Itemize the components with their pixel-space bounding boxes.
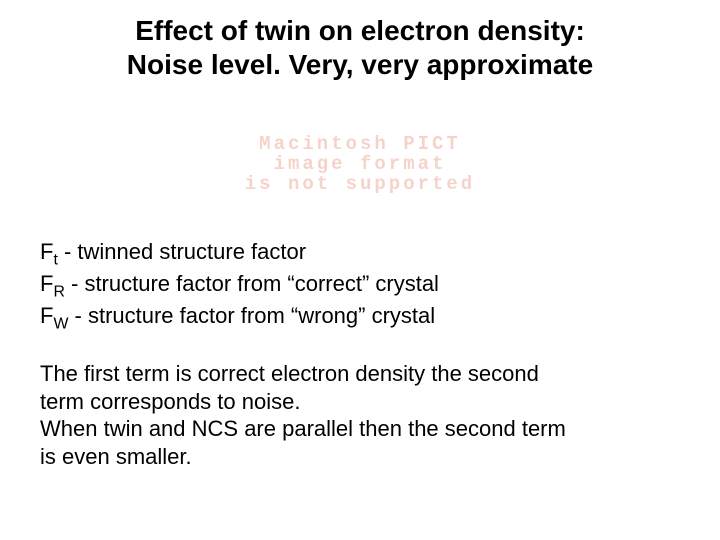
fr-subscript: R	[53, 284, 64, 301]
fr-text: - structure factor from “correct” crysta…	[65, 271, 439, 296]
fw-subscript: W	[53, 316, 68, 333]
slide: Effect of twin on electron density: Nois…	[0, 0, 720, 540]
pict-line-3: is not supported	[245, 173, 475, 195]
ft-symbol: F	[40, 239, 53, 264]
def-ft: Ft - twinned structure factor	[40, 238, 439, 270]
definitions-block: Ft - twinned structure factor FR - struc…	[40, 238, 439, 335]
fw-symbol: F	[40, 303, 53, 328]
fw-text: - structure factor from “wrong” crystal	[68, 303, 435, 328]
def-fr: FR - structure factor from “correct” cry…	[40, 270, 439, 302]
pict-line-1: Macintosh PICT	[259, 133, 461, 155]
title-line-1: Effect of twin on electron density:	[135, 15, 585, 46]
title-line-2: Noise level. Very, very approximate	[127, 49, 593, 80]
pict-unsupported-notice: Macintosh PICT image format is not suppo…	[0, 135, 720, 195]
para-line-1: The first term is correct electron densi…	[40, 361, 539, 386]
ft-text: - twinned structure factor	[58, 239, 306, 264]
para-line-2: term corresponds to noise.	[40, 389, 300, 414]
slide-title: Effect of twin on electron density: Nois…	[0, 14, 720, 81]
fr-symbol: F	[40, 271, 53, 296]
pict-line-2: image format	[274, 153, 447, 175]
para-line-4: is even smaller.	[40, 444, 192, 469]
para-line-3: When twin and NCS are parallel then the …	[40, 416, 566, 441]
def-fw: FW - structure factor from “wrong” cryst…	[40, 302, 439, 334]
explanation-paragraph: The first term is correct electron densi…	[40, 360, 566, 470]
